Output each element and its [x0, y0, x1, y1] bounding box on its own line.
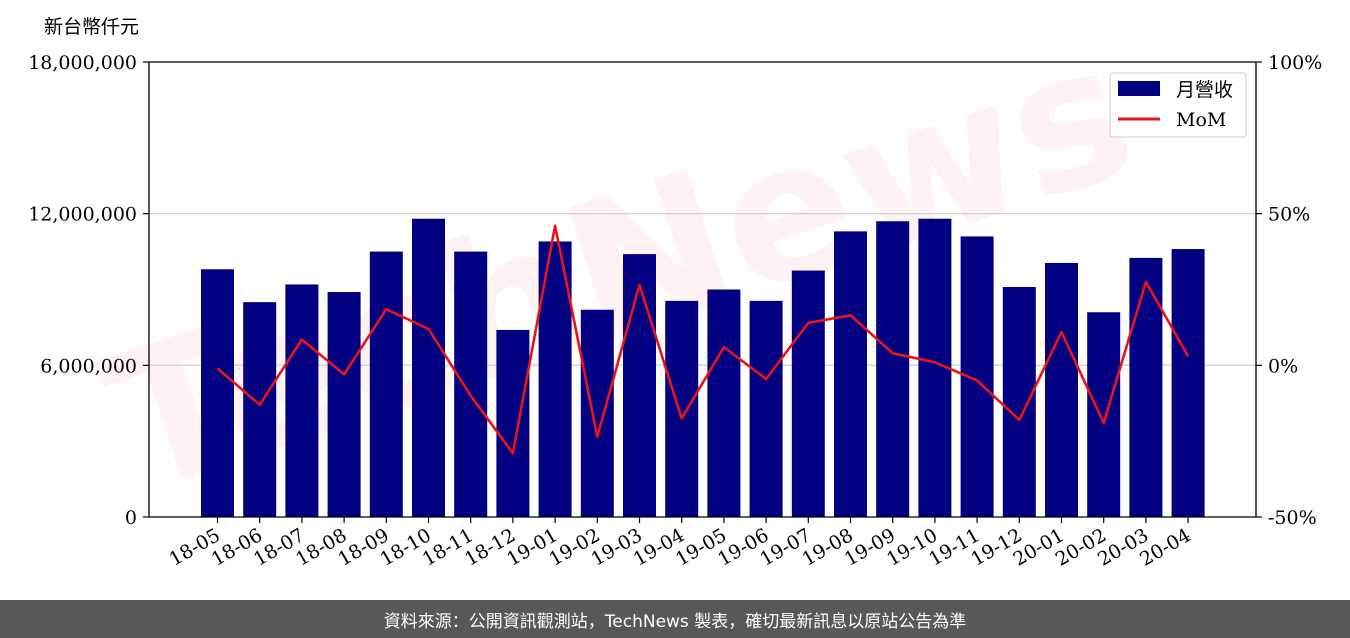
- revenue-bar: [876, 221, 910, 517]
- left-tick-label: 0: [125, 507, 137, 529]
- revenue-bar: [243, 302, 277, 517]
- revenue-bars: [201, 218, 1205, 518]
- revenue-bar: [369, 251, 403, 518]
- revenue-bar: [1087, 312, 1121, 517]
- legend-swatch-revenue: [1118, 81, 1160, 96]
- revenue-bar: [623, 254, 656, 517]
- revenue-bar: [1045, 262, 1078, 517]
- source-footer: 資料來源：公開資訊觀測站，TechNews 製表，確切最新訊息以原站公告為準: [0, 600, 1350, 638]
- footer-text: 資料來源：公開資訊觀測站，TechNews 製表，確切最新訊息以原站公告為準: [383, 611, 967, 632]
- left-axis-ticks: 0 6,000,000 12,000,000 18,000,000: [28, 52, 149, 529]
- revenue-bar: [665, 300, 699, 517]
- revenue-bar: [707, 289, 741, 517]
- revenue-bar: [1171, 249, 1205, 518]
- revenue-bar: [580, 309, 614, 517]
- left-tick-label: 12,000,000: [28, 204, 137, 226]
- right-tick-label: 0%: [1268, 355, 1298, 377]
- right-tick-label: 50%: [1268, 204, 1310, 226]
- revenue-bar: [791, 270, 825, 517]
- x-axis-ticks: 18-0518-0618-0718-0818-0918-1018-1118-12…: [166, 517, 1195, 571]
- right-tick-label: 100%: [1268, 52, 1322, 74]
- axes: [148, 61, 1257, 518]
- revenue-bar: [1002, 286, 1036, 517]
- revenue-bar: [1129, 257, 1163, 517]
- legend-label-mom: MoM: [1176, 109, 1226, 131]
- left-tick-label: 18,000,000: [28, 52, 137, 74]
- mom-line: [216, 224, 1190, 455]
- revenue-bar: [454, 251, 488, 518]
- right-tick-label: -50%: [1268, 507, 1317, 529]
- revenue-bar: [327, 292, 361, 517]
- mom-line-layer: [216, 224, 1190, 455]
- revenue-bar: [201, 269, 234, 517]
- revenue-bar: [496, 329, 530, 517]
- revenue-bar: [285, 284, 319, 517]
- revenue-bar: [749, 300, 783, 517]
- revenue-bar: [412, 218, 445, 517]
- chart: TechNews 06,000,00012,000,00018,000,000 …: [28, 0, 1322, 571]
- right-axis-ticks: -50% 0% 50% 100%: [1256, 52, 1322, 529]
- revenue-bar: [834, 231, 867, 517]
- legend: 月營收 MoM: [1109, 72, 1247, 138]
- legend-label-revenue: 月營收: [1176, 79, 1233, 101]
- unit-label: 新台幣仟元: [44, 16, 139, 38]
- left-tick-label: 6,000,000: [40, 355, 137, 377]
